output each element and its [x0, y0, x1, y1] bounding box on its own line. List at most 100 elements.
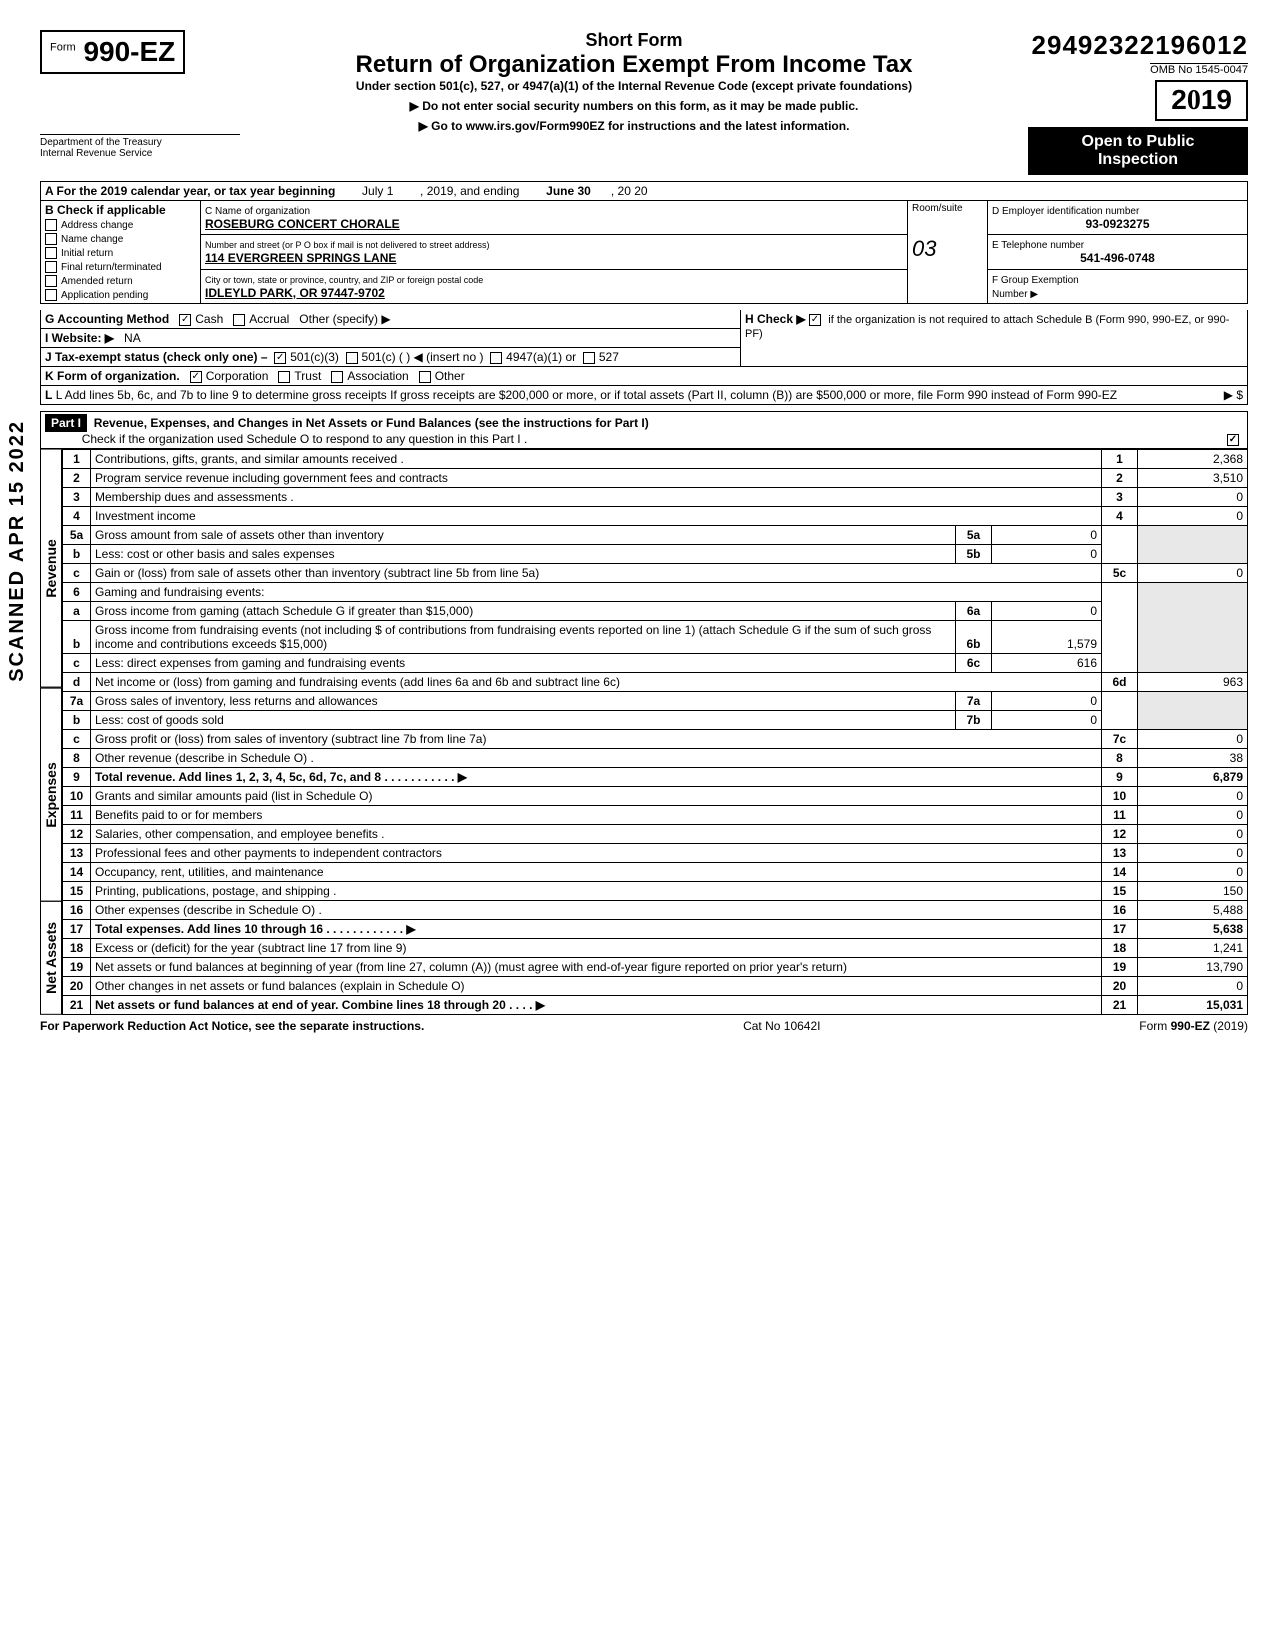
line-5b-amt: 0 [992, 545, 1102, 564]
chk-initial-return[interactable] [45, 247, 57, 259]
line-2-text: Program service revenue including govern… [91, 469, 1102, 488]
chk-final-return[interactable] [45, 261, 57, 273]
line-16-text: Other expenses (describe in Schedule O) … [91, 901, 1102, 920]
line-14-text: Occupancy, rent, utilities, and maintena… [91, 863, 1102, 882]
chk-501c3[interactable] [274, 352, 286, 364]
chk-app-pending[interactable] [45, 289, 57, 301]
dln-number: 29492322196012 [1028, 30, 1248, 61]
street-label: Number and street (or P O box if mail is… [205, 240, 489, 250]
line-5c-text: Gain or (loss) from sale of assets other… [91, 564, 1102, 583]
line-11-text: Benefits paid to or for members [91, 806, 1102, 825]
chk-other-org[interactable] [419, 371, 431, 383]
line-i-label: I Website: ▶ [45, 331, 114, 345]
line-4-amt: 0 [1138, 507, 1248, 526]
section-b-label: B Check if applicable [45, 203, 166, 217]
line-3-amt: 0 [1138, 488, 1248, 507]
line-8-amt: 38 [1138, 749, 1248, 768]
chk-association[interactable] [331, 371, 343, 383]
chk-amended[interactable] [45, 275, 57, 287]
line-10-text: Grants and similar amounts paid (list in… [91, 787, 1102, 806]
line-a-mid: , 2019, and ending [420, 184, 519, 198]
chk-schedule-o[interactable] [1227, 434, 1239, 446]
part-i-title: Revenue, Expenses, and Changes in Net As… [94, 416, 649, 430]
line-1-amt: 2,368 [1138, 450, 1248, 469]
chk-4947[interactable] [490, 352, 502, 364]
ein-value: 93-0923275 [992, 217, 1243, 231]
chk-527[interactable] [583, 352, 595, 364]
line-20-amt: 0 [1138, 977, 1248, 996]
group-expenses: Expenses [40, 688, 62, 902]
line-6a-text: Gross income from gaming (attach Schedul… [91, 602, 956, 621]
chk-name-change[interactable] [45, 233, 57, 245]
city-label: City or town, state or province, country… [205, 275, 483, 285]
line-19-amt: 13,790 [1138, 958, 1248, 977]
city-value: IDLEYLD PARK, OR 97447-9702 [205, 286, 385, 300]
chk-cash[interactable] [179, 314, 191, 326]
chk-trust[interactable] [278, 371, 290, 383]
form-prefix: Form [50, 42, 76, 54]
line-4-text: Investment income [91, 507, 1102, 526]
line-6c-text: Less: direct expenses from gaming and fu… [91, 654, 956, 673]
line-5a-text: Gross amount from sale of assets other t… [91, 526, 956, 545]
line-6d-text: Net income or (loss) from gaming and fun… [91, 673, 1102, 692]
group-revenue: Revenue [40, 449, 62, 688]
short-form-label: Short Form [250, 30, 1018, 51]
form-subtitle: Under section 501(c), 527, or 4947(a)(1)… [250, 79, 1018, 93]
website-note: ▶ Go to www.irs.gov/Form990EZ for instru… [250, 119, 1018, 133]
line-a-begin: July 1 [362, 184, 393, 198]
form-number-badge: Form 990-EZ [40, 30, 185, 74]
line-6d-amt: 963 [1138, 673, 1248, 692]
line-10-amt: 0 [1138, 787, 1248, 806]
line-12-amt: 0 [1138, 825, 1248, 844]
footer-right: Form 990-EZ (2019) [1139, 1019, 1248, 1033]
section-f-label: F Group Exemption [992, 275, 1079, 286]
section-e-label: E Telephone number [992, 240, 1084, 251]
line-l-text: L Add lines 5b, 6c, and 7b to line 9 to … [56, 388, 1117, 402]
line-17-text: Total expenses. Add lines 10 through 16 … [91, 920, 1102, 939]
ssn-warning: ▶ Do not enter social security numbers o… [250, 99, 1018, 113]
part-i-check-text: Check if the organization used Schedule … [82, 432, 528, 446]
line-18-amt: 1,241 [1138, 939, 1248, 958]
line-l-arrow: ▶ $ [1224, 388, 1243, 402]
phone-value: 541-496-0748 [992, 251, 1243, 265]
dept-treasury: Department of the Treasury [40, 134, 240, 148]
line-18-text: Excess or (deficit) for the year (subtra… [91, 939, 1102, 958]
line-21-amt: 15,031 [1138, 996, 1248, 1015]
line-9-amt: 6,879 [1138, 768, 1248, 787]
tax-year: 20201919 [1155, 80, 1248, 121]
omb-number: OMB No 1545-0047 [1150, 63, 1248, 76]
section-c-label: C Name of organization [205, 206, 310, 217]
line-7c-text: Gross profit or (loss) from sales of inv… [91, 730, 1102, 749]
form-title: Return of Organization Exempt From Incom… [250, 51, 1018, 79]
line-7b-text: Less: cost of goods sold [91, 711, 956, 730]
footer-left: For Paperwork Reduction Act Notice, see … [40, 1019, 424, 1033]
section-a: A For the 2019 calendar year, or tax yea… [40, 181, 1248, 304]
chk-accrual[interactable] [233, 314, 245, 326]
open-to-public: Open to PublicInspection [1028, 127, 1248, 175]
chk-501c[interactable] [346, 352, 358, 364]
footer-mid: Cat No 10642I [743, 1019, 820, 1033]
line-16-amt: 5,488 [1138, 901, 1248, 920]
chk-address-change[interactable] [45, 219, 57, 231]
line-13-text: Professional fees and other payments to … [91, 844, 1102, 863]
line-7a-amt: 0 [992, 692, 1102, 711]
line-a-end: June 30 [546, 184, 591, 198]
line-h-label: H Check ▶ [745, 312, 806, 326]
line-g-label: G Accounting Method [45, 312, 169, 326]
form-header: Form 990-EZ Department of the Treasury I… [40, 30, 1248, 175]
section-d-label: D Employer identification number [992, 206, 1139, 217]
line-7a-text: Gross sales of inventory, less returns a… [91, 692, 956, 711]
line-6-text: Gaming and fundraising events: [91, 583, 1102, 602]
line-5b-text: Less: cost or other basis and sales expe… [91, 545, 956, 564]
line-6b-text: Gross income from fundraising events (no… [91, 621, 956, 654]
line-11-amt: 0 [1138, 806, 1248, 825]
section-f-label2: Number ▶ [992, 289, 1038, 300]
line-13-amt: 0 [1138, 844, 1248, 863]
line-7c-amt: 0 [1138, 730, 1248, 749]
line-a-label: A For the 2019 calendar year, or tax yea… [45, 184, 335, 198]
line-20-text: Other changes in net assets or fund bala… [91, 977, 1102, 996]
chk-corporation[interactable] [190, 371, 202, 383]
line-21-text: Net assets or fund balances at end of ye… [91, 996, 1102, 1015]
lines-container: Revenue Expenses Net Assets 1Contributio… [40, 449, 1248, 1015]
chk-schedule-b[interactable] [809, 314, 821, 326]
